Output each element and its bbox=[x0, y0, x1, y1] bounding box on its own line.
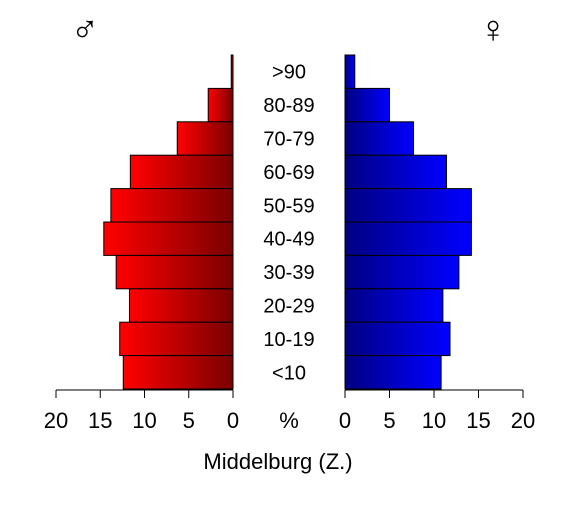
male-x-tick-label: 20 bbox=[44, 408, 68, 433]
female-bar bbox=[344, 121, 415, 156]
female-bar bbox=[344, 355, 442, 390]
age-group-label: >90 bbox=[272, 62, 306, 84]
female-x-tick-label: 0 bbox=[339, 408, 351, 433]
chart-title: Middelburg (Z.) bbox=[203, 449, 352, 474]
x-axes: 20 0 15 5 10 10 5 15 0 20 bbox=[44, 389, 535, 433]
female-bar bbox=[344, 54, 356, 89]
female-x-tick-label: 10 bbox=[422, 408, 446, 433]
age-group-label: 70-79 bbox=[263, 129, 314, 151]
male-bar bbox=[119, 321, 234, 357]
male-bar bbox=[122, 355, 234, 390]
male-bar bbox=[115, 254, 234, 290]
male-bar bbox=[207, 87, 234, 123]
age-group-label: 80-89 bbox=[263, 95, 314, 117]
male-x-tick-label: 15 bbox=[88, 408, 112, 433]
male-x-tick-label: 0 bbox=[227, 408, 239, 433]
female-bar bbox=[344, 221, 472, 256]
female-bar bbox=[344, 87, 390, 123]
male-bar bbox=[176, 121, 234, 156]
age-group-labels: >90 80-89 70-79 60-69 50-59 40-49 30-39 20-29 10… bbox=[263, 62, 314, 385]
age-group-label: <10 bbox=[272, 362, 306, 384]
age-group-label: 20-29 bbox=[263, 296, 314, 318]
female-bar bbox=[344, 188, 472, 223]
female-bar bbox=[344, 154, 447, 190]
male-bar bbox=[230, 54, 234, 89]
male-bar bbox=[128, 288, 234, 323]
female-x-tick-label: 5 bbox=[383, 408, 395, 433]
female-symbol-icon: ♀ bbox=[479, 9, 508, 51]
male-symbol-icon: ♂ bbox=[71, 9, 100, 51]
age-group-label: 60-69 bbox=[263, 162, 314, 184]
age-group-label: 30-39 bbox=[263, 262, 314, 284]
female-bar bbox=[344, 321, 451, 357]
female-bar bbox=[344, 254, 460, 290]
male-bar bbox=[110, 188, 234, 223]
male-bar bbox=[129, 154, 234, 190]
female-bar bbox=[344, 288, 444, 323]
male-x-tick-label: 5 bbox=[183, 408, 195, 433]
unit-label: % bbox=[279, 408, 299, 433]
age-group-label: 50-59 bbox=[263, 195, 314, 217]
age-group-label: 40-49 bbox=[263, 229, 314, 251]
male-bar bbox=[103, 221, 234, 256]
age-group-label: 10-19 bbox=[263, 329, 314, 351]
male-x-tick-label: 10 bbox=[132, 408, 156, 433]
male-bars bbox=[103, 54, 234, 390]
female-bars bbox=[344, 54, 472, 390]
female-x-tick-label: 20 bbox=[511, 408, 535, 433]
female-x-tick-label: 15 bbox=[466, 408, 490, 433]
